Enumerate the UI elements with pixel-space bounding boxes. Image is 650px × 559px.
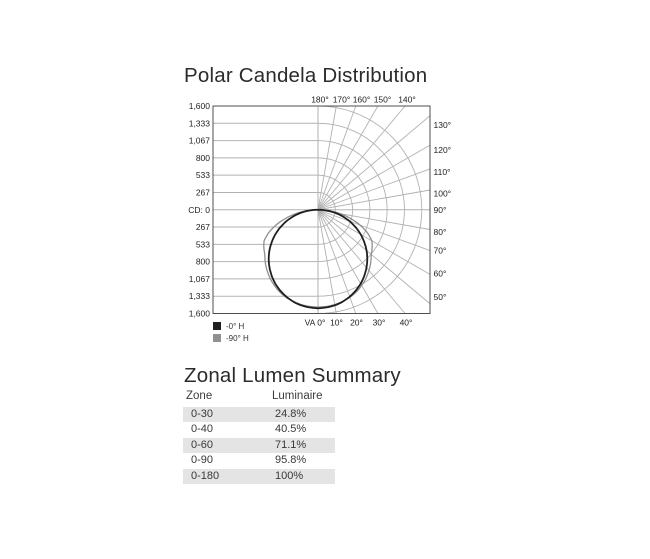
table-row: 0-90 95.8% bbox=[183, 453, 335, 468]
table-row: 0-30 24.8% bbox=[183, 407, 335, 423]
top-angle-tick: 170° bbox=[333, 95, 351, 105]
zone-cell: 0-60 bbox=[191, 438, 214, 451]
table-row: 0-40 40.5% bbox=[183, 422, 335, 437]
top-angle-tick: 140° bbox=[398, 95, 416, 105]
polar-chart-title: Polar Candela Distribution bbox=[184, 64, 428, 87]
left-axis-tick: 800 bbox=[196, 153, 210, 163]
left-axis-tick: 533 bbox=[196, 239, 210, 249]
right-angle-tick: 80° bbox=[434, 227, 447, 237]
top-angle-tick: 160° bbox=[353, 95, 371, 105]
legend-swatch-0h-icon bbox=[213, 322, 221, 330]
left-axis-tick: 800 bbox=[196, 257, 210, 267]
legend-item-0h: -0° H bbox=[213, 320, 249, 332]
zone-cell: 0-90 bbox=[191, 454, 214, 467]
legend-label-90h: -90° H bbox=[226, 333, 249, 343]
left-axis-tick: 1,333 bbox=[189, 291, 211, 301]
zonal-table: 0-30 24.8% 0-40 40.5% 0-60 71.1% 0-90 95.8% 0-18… bbox=[183, 407, 335, 484]
zone-cell: 0-180 bbox=[191, 469, 220, 482]
right-angle-tick: 130° bbox=[434, 120, 452, 130]
luminaire-cell: 24.8% bbox=[275, 408, 307, 420]
candela-curve-90h bbox=[263, 209, 373, 308]
right-angle-tick: 50° bbox=[434, 292, 447, 302]
left-axis-tick: 1,067 bbox=[189, 274, 211, 284]
luminaire-cell: 100% bbox=[275, 469, 304, 482]
left-axis-tick: 1,600 bbox=[189, 309, 211, 319]
top-angle-tick: 150° bbox=[374, 95, 392, 105]
candela-curve-0h bbox=[267, 208, 369, 310]
bottom-angle-tick: 20° bbox=[350, 318, 363, 328]
zone-cell: 0-30 bbox=[191, 408, 214, 420]
right-angle-tick: 70° bbox=[434, 246, 447, 256]
left-axis-tick: CD: 0 bbox=[188, 205, 210, 215]
left-axis-tick: 533 bbox=[196, 170, 210, 180]
zonal-table-header: Zone Luminaire bbox=[0, 390, 650, 404]
right-angle-tick: 60° bbox=[434, 269, 447, 279]
table-row: 0-60 71.1% bbox=[183, 437, 335, 454]
bottom-angle-tick: 30° bbox=[373, 318, 386, 328]
left-axis-tick: 1,600 bbox=[189, 101, 211, 111]
legend-label-0h: -0° H bbox=[226, 321, 245, 331]
luminaire-cell: 40.5% bbox=[275, 423, 307, 436]
left-axis-tick: 1,333 bbox=[189, 118, 211, 128]
table-row: 0-180 100% bbox=[183, 468, 335, 484]
top-angle-tick: 180° bbox=[311, 95, 329, 105]
right-angle-tick: 100° bbox=[434, 189, 452, 199]
right-angle-tick: 110° bbox=[434, 167, 451, 177]
legend-swatch-90h-icon bbox=[213, 334, 221, 342]
zone-cell: 0-40 bbox=[191, 423, 214, 436]
chart-legend: -0° H -90° H bbox=[213, 320, 249, 344]
luminaire-cell: 71.1% bbox=[275, 438, 307, 451]
right-angle-tick: 90° bbox=[434, 205, 447, 215]
bottom-angle-tick: VA 0° bbox=[305, 318, 326, 328]
left-axis-tick: 267 bbox=[196, 187, 210, 197]
luminaire-column-header: Luminaire bbox=[272, 390, 323, 402]
bottom-angle-tick: 10° bbox=[330, 318, 343, 328]
zone-column-header: Zone bbox=[186, 390, 213, 402]
bottom-angle-tick: 40° bbox=[400, 318, 413, 328]
zonal-lumen-summary-title: Zonal Lumen Summary bbox=[184, 364, 401, 387]
luminaire-cell: 95.8% bbox=[275, 454, 307, 467]
left-axis-tick: 267 bbox=[196, 222, 210, 232]
right-angle-tick: 120° bbox=[434, 145, 452, 155]
left-axis-tick: 1,067 bbox=[189, 136, 211, 146]
legend-item-90h: -90° H bbox=[213, 332, 249, 344]
